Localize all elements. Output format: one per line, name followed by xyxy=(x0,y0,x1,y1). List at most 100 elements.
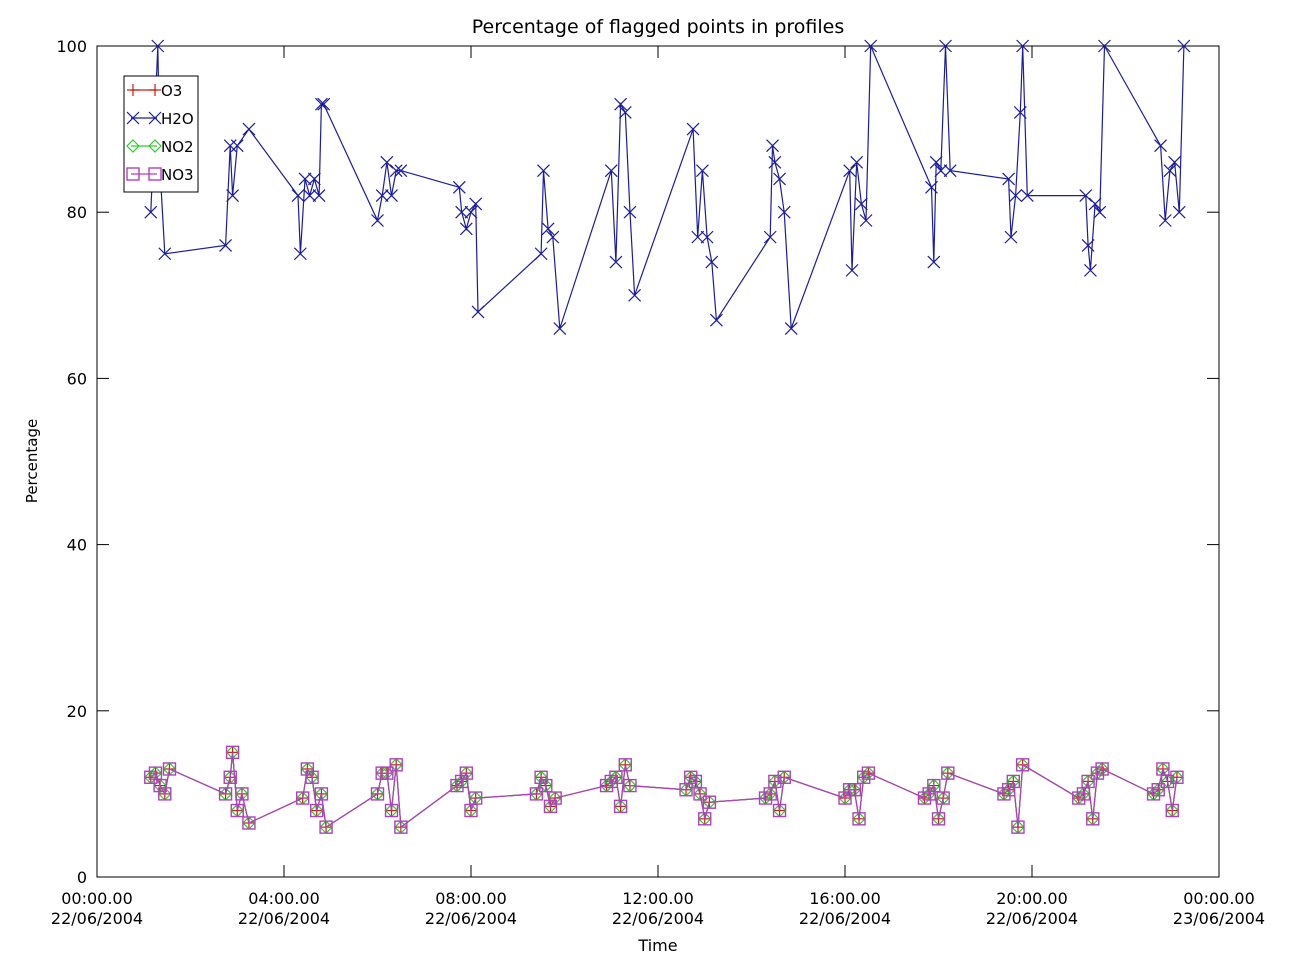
data-point-no3 xyxy=(857,770,871,784)
legend-marker-h2o xyxy=(148,111,162,125)
data-point-no3 xyxy=(1170,770,1184,784)
data-point-h2o xyxy=(691,230,705,244)
data-point-h2o xyxy=(686,122,700,136)
data-point-no3 xyxy=(218,787,233,801)
data-point-h2o xyxy=(226,189,239,203)
data-point-no3 xyxy=(852,812,866,826)
data-point-h2o xyxy=(469,197,483,211)
x-tick-label-time: 00:00.00 xyxy=(61,889,133,908)
data-point-no3 xyxy=(936,791,950,805)
data-point-no3 xyxy=(153,778,167,793)
y-axis-label: Percentage xyxy=(23,419,41,503)
legend-item-h2o: H2O xyxy=(126,110,194,128)
data-point-no3 xyxy=(162,762,177,776)
data-point-h2o xyxy=(1093,205,1107,219)
x-tick-label-time: 16:00.00 xyxy=(809,889,881,908)
legend: O3 H2O NO2 NO3 xyxy=(123,75,199,193)
data-point-no3 xyxy=(305,770,319,784)
data-point-h2o xyxy=(864,39,878,53)
data-point-h2o xyxy=(1004,230,1018,244)
data-point-h2o xyxy=(1098,39,1111,53)
data-point-no3 xyxy=(847,783,862,797)
data-point-no3 xyxy=(941,766,955,780)
legend-label-h2o: H2O xyxy=(161,110,194,128)
series-layer xyxy=(143,39,1191,834)
data-point-no3 xyxy=(225,745,240,760)
data-point-no3 xyxy=(1006,774,1020,789)
data-point-no3 xyxy=(684,770,698,784)
data-point-h2o xyxy=(1154,139,1167,153)
legend-marker-no2 xyxy=(148,139,162,153)
data-point-h2o xyxy=(1172,205,1186,219)
data-point-h2o xyxy=(1079,189,1093,203)
data-point-h2o xyxy=(471,305,485,319)
data-point-no3 xyxy=(543,799,558,814)
data-point-no3 xyxy=(861,766,876,780)
legend-label-o3: O3 xyxy=(161,82,182,100)
data-point-h2o xyxy=(1084,263,1097,277)
data-point-no3 xyxy=(300,762,315,776)
data-point-h2o xyxy=(464,205,478,219)
data-point-no3 xyxy=(613,799,628,814)
data-point-h2o xyxy=(317,97,331,111)
data-point-no3 xyxy=(1086,812,1100,826)
data-point-h2o xyxy=(766,139,779,153)
data-point-h2o xyxy=(939,39,952,53)
data-point-no3 xyxy=(758,791,773,805)
data-point-h2o xyxy=(293,247,307,261)
data-point-no3 xyxy=(242,816,256,830)
data-point-h2o xyxy=(534,247,548,261)
data-point-no3 xyxy=(838,791,852,805)
data-point-h2o xyxy=(144,205,158,219)
data-point-h2o xyxy=(291,189,305,203)
data-point-h2o xyxy=(628,288,642,302)
data-point-h2o xyxy=(151,39,165,53)
data-point-h2o xyxy=(1002,172,1016,186)
legend-marker-h2o xyxy=(126,111,140,125)
data-point-no3 xyxy=(1081,774,1095,789)
data-point-h2o xyxy=(609,255,623,269)
data-point-no3 xyxy=(1151,783,1165,797)
data-point-no3 xyxy=(927,778,941,793)
legend-marker-o3 xyxy=(149,84,161,96)
data-point-h2o xyxy=(242,122,256,136)
data-point-h2o xyxy=(380,155,394,169)
data-point-no3 xyxy=(772,803,787,818)
data-point-no3 xyxy=(1001,783,1016,797)
data-point-h2o xyxy=(389,164,403,178)
data-point-h2o xyxy=(1016,39,1030,53)
data-point-h2o xyxy=(452,180,466,194)
data-point-h2o xyxy=(604,164,618,178)
data-point-h2o xyxy=(553,322,567,335)
data-point-h2o xyxy=(312,189,326,203)
data-point-h2o xyxy=(614,97,628,111)
legend-item-o3: O3 xyxy=(127,82,182,100)
data-point-h2o xyxy=(541,222,555,236)
data-point-no3 xyxy=(384,803,399,818)
legend-label-no2: NO2 xyxy=(161,138,194,156)
data-point-h2o xyxy=(219,239,232,252)
x-tick-label-date: 23/06/2004 xyxy=(1173,909,1265,928)
data-point-no3 xyxy=(604,774,618,789)
data-point-no3 xyxy=(623,778,637,793)
data-point-no3 xyxy=(319,820,333,834)
data-point-h2o xyxy=(773,172,786,186)
x-tick-label-time: 00:00.00 xyxy=(1183,889,1255,908)
data-point-no3 xyxy=(380,766,394,780)
data-point-h2o xyxy=(1013,106,1027,119)
data-point-no3 xyxy=(931,812,946,826)
y-tick-label: 20 xyxy=(67,702,87,721)
data-point-no3 xyxy=(618,758,632,772)
data-point-no3 xyxy=(144,770,158,784)
data-point-no3 xyxy=(1160,774,1175,789)
data-point-no3 xyxy=(450,778,464,793)
x-tick-label-date: 22/06/2004 xyxy=(425,909,517,928)
data-point-no3 xyxy=(917,791,932,805)
data-point-h2o xyxy=(1020,189,1034,203)
data-point-no3 xyxy=(454,774,469,789)
axes: 02040608010000:00.0022/06/200404:00.0022… xyxy=(51,37,1265,928)
data-point-h2o xyxy=(929,155,943,169)
data-point-h2o xyxy=(705,255,719,269)
data-point-no3 xyxy=(1011,820,1025,834)
